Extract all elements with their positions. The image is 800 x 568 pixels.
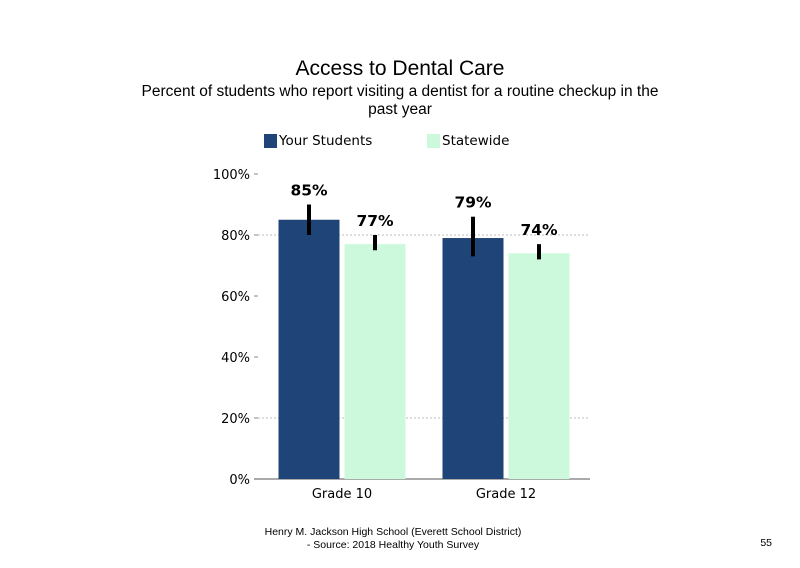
legend-label-your-students: Your Students (279, 133, 373, 149)
legend-item-your-students: Your Students (264, 133, 372, 149)
footer-line-2: - Source: 2018 Healthy Youth Survey (306, 539, 480, 551)
bar-statewide-grade-12 (508, 253, 570, 479)
data-label: 85% (290, 182, 328, 200)
y-tick-label: 40% (221, 351, 250, 366)
legend-swatch-statewide (427, 134, 440, 148)
chart-subtitle: Percent of students who report visiting … (141, 83, 659, 118)
legend: Your Students Statewide (0, 133, 800, 153)
footer-source: Henry M. Jackson High School (Everett Sc… (228, 526, 558, 552)
page-number: 55 (760, 537, 772, 549)
legend-swatch-your-students (264, 134, 277, 148)
bar-your-students-grade-10 (278, 219, 340, 479)
footer-line-1: Henry M. Jackson High School (Everett Sc… (264, 526, 522, 538)
bar-your-students-grade-12 (442, 238, 504, 479)
y-tick-label: 20% (221, 412, 250, 427)
data-label: 74% (520, 221, 558, 239)
y-tick-label: 60% (221, 290, 250, 305)
x-category-label: Grade 10 (312, 487, 372, 502)
y-tick-label: 80% (221, 229, 250, 244)
data-label: 77% (356, 212, 394, 230)
bar-statewide-grade-10 (344, 244, 406, 479)
legend-item-statewide: Statewide (427, 133, 509, 149)
data-label: 79% (454, 194, 492, 212)
x-category-label: Grade 12 (476, 487, 536, 502)
y-tick-label: 100% (213, 168, 250, 183)
legend-label-statewide: Statewide (442, 133, 510, 149)
y-tick-label: 0% (229, 473, 250, 488)
chart-title: Access to Dental Care (295, 57, 505, 80)
